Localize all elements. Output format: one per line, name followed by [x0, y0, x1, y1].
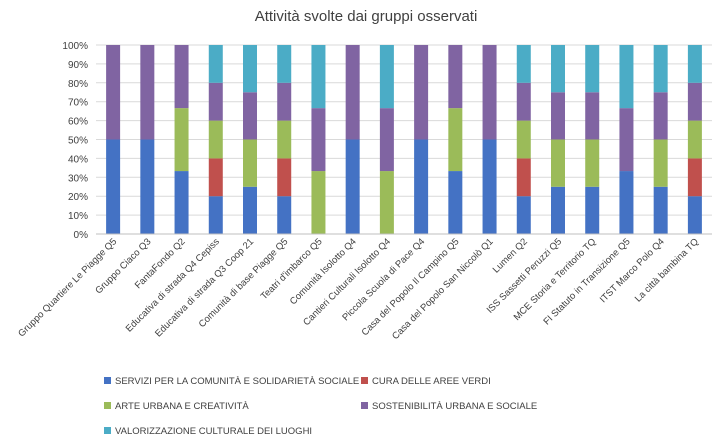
bar-segment — [379, 171, 394, 234]
bar-segment — [551, 45, 565, 93]
bar-segment — [208, 196, 223, 234]
bar-segment — [448, 45, 463, 109]
y-tick-label: 90% — [68, 60, 88, 71]
y-tick-label: 0% — [74, 230, 89, 241]
bar-segment — [174, 108, 189, 172]
bar-segment — [482, 45, 497, 140]
x-tick-label: ITST Marco Polo Q4 — [598, 236, 667, 305]
bar-segment — [345, 45, 360, 140]
legend-swatch — [104, 377, 111, 384]
bar-segment — [687, 120, 702, 159]
legend-swatch — [104, 427, 111, 434]
y-tick-label: 80% — [68, 79, 88, 90]
bar-segment — [243, 92, 257, 140]
bar-segment — [243, 45, 257, 93]
bar-segment — [687, 45, 702, 83]
bar-segment — [516, 45, 531, 83]
bar-segment — [619, 108, 634, 172]
legend: SERVIZI PER LA COMUNITÀ E SOLIDARIETÀ SO… — [104, 376, 537, 437]
bar-segment — [243, 186, 257, 234]
bar-segment — [277, 120, 292, 159]
bar-segment — [379, 45, 394, 109]
y-tick-label: 60% — [68, 117, 88, 128]
bar-segment — [448, 171, 463, 234]
bar-segment — [311, 171, 326, 234]
y-tick-label: 30% — [68, 173, 88, 184]
bar-segment — [106, 139, 121, 234]
bar-segment — [585, 139, 600, 187]
x-tick-label: La città bambina TQ — [633, 236, 701, 304]
bar-segment — [585, 186, 600, 234]
bar-segment — [516, 158, 531, 197]
bar-segment — [208, 158, 223, 197]
bar-segment — [516, 196, 531, 234]
y-tick-label: 40% — [68, 154, 88, 165]
legend-swatch — [361, 377, 368, 384]
bars — [106, 45, 702, 234]
x-tick-label: Teatri d'imbarco Q5 — [259, 236, 325, 302]
bar-segment — [585, 45, 600, 93]
chart-title: Attività svolte dai gruppi osservati — [255, 8, 478, 25]
y-tick-label: 70% — [68, 98, 88, 109]
y-axis: 0% 10% 20% 30% 40% 50% 60% 70% 80% 90% 100% — [62, 41, 88, 241]
bar-segment — [653, 92, 668, 140]
legend-swatch — [104, 402, 111, 409]
bar-segment — [174, 45, 189, 109]
legend-label: CURA DELLE AREE VERDI — [372, 376, 491, 387]
gridlines — [96, 44, 712, 235]
bar-segment — [414, 139, 429, 234]
bar-segment — [243, 139, 257, 187]
bar-segment — [619, 171, 634, 234]
bar-segment — [208, 82, 223, 121]
bar-segment — [687, 158, 702, 197]
bar-segment — [311, 108, 326, 172]
bar-segment — [208, 120, 223, 159]
legend-label: VALORIZZAZIONE CULTURALE DEI LUOGHI — [115, 426, 312, 437]
bar-segment — [140, 45, 155, 140]
y-tick-label: 100% — [62, 41, 88, 52]
bar-segment — [106, 45, 121, 140]
bar-segment — [208, 45, 223, 83]
bar-segment — [277, 196, 292, 234]
bar-segment — [379, 108, 394, 172]
bar-segment — [516, 82, 531, 121]
bar-segment — [687, 82, 702, 121]
legend-label: SOSTENIBILITÀ URBANA E SOCIALE — [372, 401, 537, 412]
legend-swatch — [361, 402, 368, 409]
bar-segment — [551, 186, 565, 234]
y-tick-label: 10% — [68, 211, 88, 222]
bar-segment — [311, 45, 326, 109]
bar-segment — [482, 139, 497, 234]
bar-segment — [414, 45, 429, 140]
bar-segment — [653, 139, 668, 187]
bar-segment — [551, 139, 565, 187]
bar-segment — [345, 139, 360, 234]
bar-segment — [277, 158, 292, 197]
bar-segment — [653, 45, 668, 93]
bar-segment — [687, 196, 702, 234]
bar-segment — [585, 92, 600, 140]
legend-label: SERVIZI PER LA COMUNITÀ E SOLIDARIETÀ SO… — [115, 376, 359, 387]
bar-segment — [277, 45, 292, 83]
bar-segment — [653, 186, 668, 234]
bar-segment — [448, 108, 463, 172]
bar-segment — [619, 45, 634, 109]
bar-segment — [516, 120, 531, 159]
y-tick-label: 20% — [68, 192, 88, 203]
bar-segment — [277, 82, 292, 121]
bar-segment — [551, 92, 565, 140]
bar-segment — [140, 139, 155, 234]
legend-label: ARTE URBANA E CREATIVITÀ — [115, 401, 249, 412]
bar-segment — [174, 171, 189, 234]
y-tick-label: 50% — [68, 136, 88, 147]
x-tick-label: Comunità Isolotto Q4 — [288, 236, 359, 307]
